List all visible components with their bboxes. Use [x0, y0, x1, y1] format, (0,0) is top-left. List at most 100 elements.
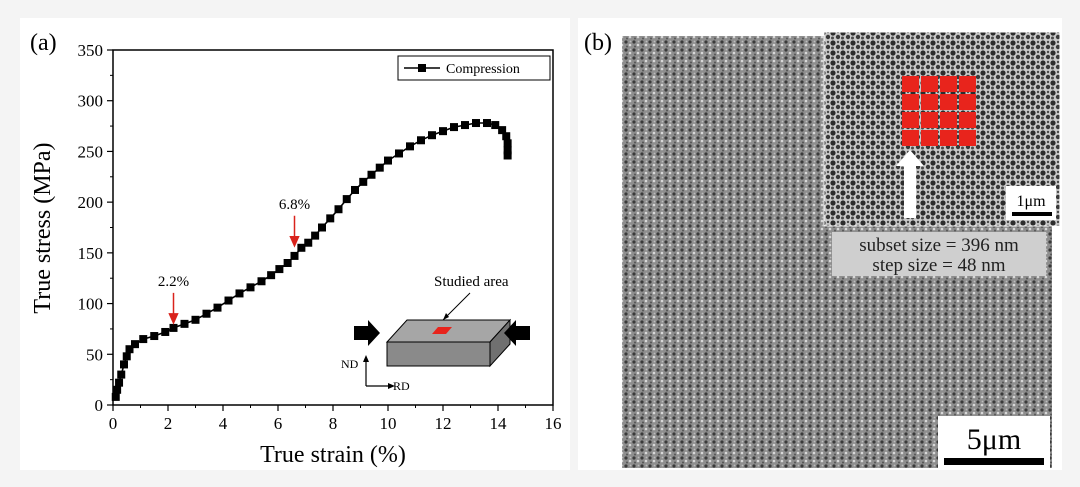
inset-arrow-shaft — [904, 160, 916, 218]
data-point — [297, 243, 306, 252]
x-tick-label: 6 — [274, 414, 283, 433]
roi-cell — [921, 94, 938, 110]
panel-a-label: (a) — [30, 30, 57, 56]
data-point — [113, 385, 122, 394]
specimen-inset: Studied area ND RD — [341, 274, 530, 393]
x-tick-label: 2 — [164, 414, 173, 433]
data-point — [246, 283, 255, 292]
data-point — [417, 136, 425, 145]
rd-label: RD — [393, 379, 410, 393]
annotation-arrow-2-2 — [168, 292, 179, 325]
data-point — [150, 332, 159, 341]
data-point — [439, 127, 447, 136]
plot-area: 0 2 4 6 8 10 12 14 16 0 50 100 150 200 250 300 350 — [78, 41, 562, 433]
data-point — [213, 303, 222, 312]
data-point — [359, 177, 368, 186]
dic-params-box — [832, 232, 1046, 276]
subset-size-label: subset size = 396 nm — [859, 235, 1019, 256]
sem-inset-image — [823, 31, 1061, 227]
data-point — [224, 296, 233, 305]
data-point — [311, 231, 320, 240]
data-point — [503, 146, 512, 155]
annotation-6-8: 6.8% — [279, 197, 310, 213]
x-tick-label: 14 — [490, 414, 508, 433]
roi-cell — [940, 76, 957, 92]
y-tick-label: 50 — [86, 345, 103, 364]
data-point — [235, 289, 244, 298]
annotation-2-2: 2.2% — [158, 274, 189, 290]
roi-cell — [959, 130, 976, 146]
data-point — [367, 170, 376, 179]
data-point — [503, 151, 512, 160]
data-point — [334, 205, 343, 214]
x-axis: 0 2 4 6 8 10 12 14 16 — [109, 405, 562, 433]
roi-cell — [959, 76, 976, 92]
specimen-side — [489, 318, 511, 368]
data-point — [450, 123, 458, 132]
studied-area-label: Studied area — [434, 274, 509, 290]
roi-cell — [902, 94, 919, 110]
data-point — [502, 132, 511, 141]
roi-cell — [940, 94, 957, 110]
x-tick-label: 4 — [219, 414, 228, 433]
rd-arrow-icon — [388, 383, 395, 389]
data-point — [472, 119, 480, 128]
load-arrow-right-icon — [504, 320, 530, 346]
data-point — [318, 223, 326, 232]
panel-b-label: (b) — [584, 30, 612, 56]
nd-arrow-icon — [363, 355, 369, 362]
load-arrow-left-icon — [354, 320, 380, 346]
inset-arrow-icon — [896, 150, 924, 166]
roi-cell — [921, 130, 938, 146]
data-point — [342, 195, 351, 204]
data-point — [503, 139, 512, 148]
data-point — [257, 277, 266, 286]
data-point — [304, 238, 313, 247]
annotations: 2.2% 6.8% — [158, 197, 310, 325]
y-tick-label: 100 — [78, 295, 104, 314]
specimen-front — [386, 341, 491, 367]
data-point — [115, 378, 124, 387]
roi-cell — [959, 94, 976, 110]
x-axis-title: True strain (%) — [260, 442, 406, 468]
studied-area-marker — [432, 327, 452, 334]
roi-cell — [940, 130, 957, 146]
x-tick-label: 12 — [435, 414, 452, 433]
legend-label: Compression — [446, 62, 520, 77]
data-point — [491, 121, 500, 130]
data-point — [351, 185, 359, 194]
data-point — [125, 345, 134, 354]
data-point — [483, 119, 491, 128]
data-point — [131, 340, 139, 349]
x-tick-label: 8 — [329, 414, 338, 433]
y-tick-label: 0 — [95, 396, 104, 415]
roi-cell — [902, 76, 919, 92]
x-tick-label: 16 — [545, 414, 562, 433]
roi-cell — [959, 112, 976, 128]
data-point — [428, 131, 436, 140]
panel-b: (b) 1μm subset size = 396 nm step size =… — [578, 18, 1062, 470]
legend-marker — [418, 64, 426, 72]
y-tick-label: 200 — [78, 193, 104, 212]
data-point — [180, 319, 189, 328]
y-tick-label: 350 — [78, 41, 104, 60]
x-tick-label: 10 — [380, 414, 397, 433]
y-axis: 0 50 100 150 200 250 300 350 — [78, 41, 113, 415]
y-tick-label: 150 — [78, 244, 104, 263]
data-point — [375, 163, 384, 172]
data-point — [275, 265, 284, 274]
inset-scale-label: 1μm — [1016, 193, 1046, 210]
data-point — [384, 156, 392, 165]
data-point — [406, 142, 414, 151]
data-point — [202, 309, 211, 318]
studied-area-pointer-head — [443, 313, 449, 320]
data-point — [326, 214, 335, 223]
data-point — [120, 360, 128, 369]
legend: Compression — [397, 55, 551, 81]
data-point — [122, 352, 131, 361]
data-point — [283, 259, 292, 267]
data-point — [139, 335, 148, 344]
roi-grid — [902, 76, 976, 146]
step-size-label: step size = 48 nm — [872, 255, 1005, 276]
